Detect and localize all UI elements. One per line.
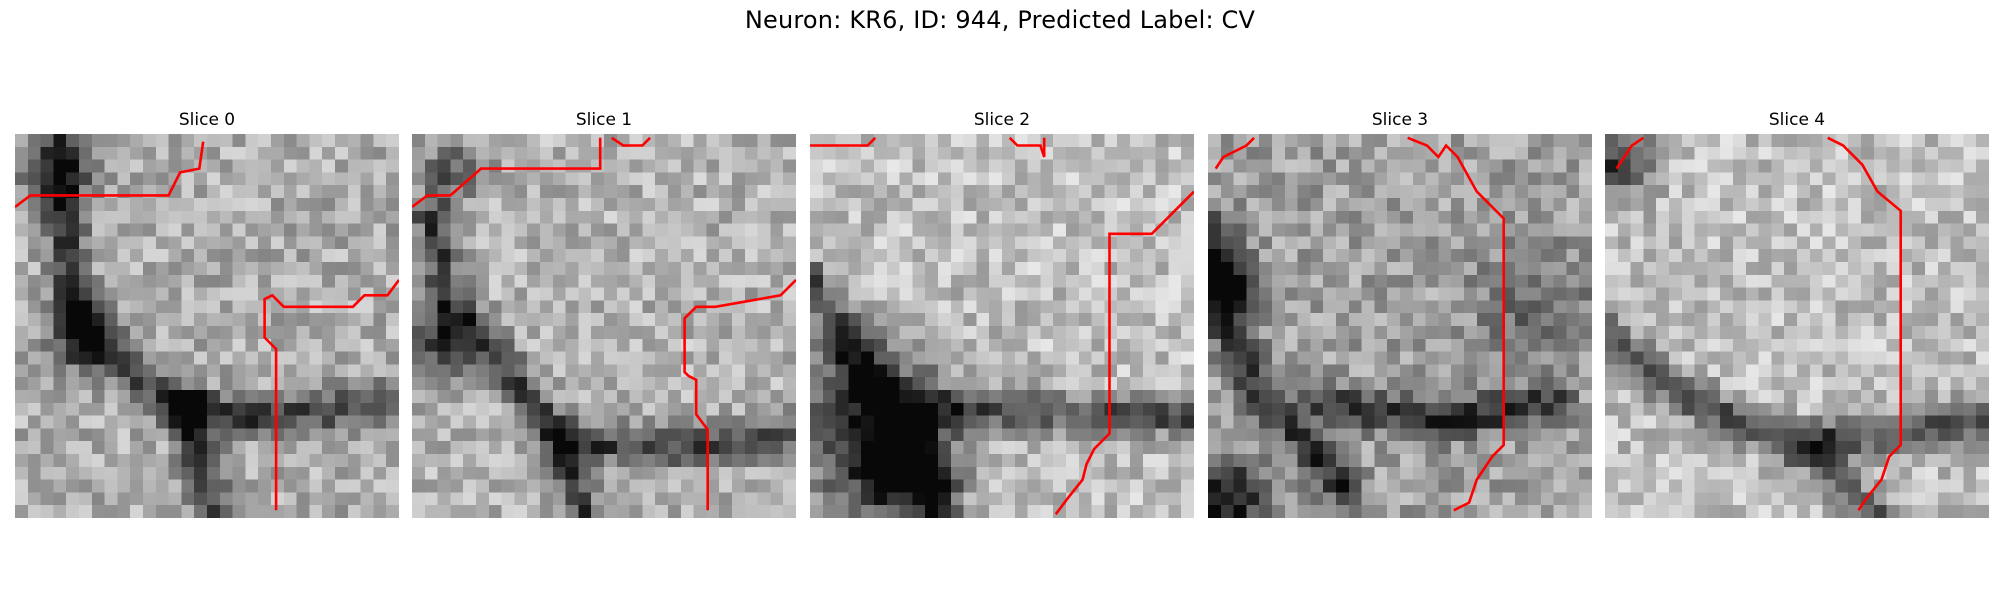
contour-line-3-1 <box>1407 136 1506 512</box>
contour-line-4-0 <box>1615 136 1645 170</box>
slice-0-pixels <box>15 134 399 518</box>
slice-image-4 <box>1605 134 1989 518</box>
slice-panel-3: Slice 3 <box>1208 110 1592 518</box>
contour-line-0-0 <box>15 141 205 209</box>
slice-title-1: Slice 1 <box>575 110 633 130</box>
slice-2-pixels <box>810 134 1194 518</box>
slice-panel-4: Slice 4 <box>1605 110 1989 518</box>
slice-title-4: Slice 4 <box>1768 110 1826 130</box>
contour-line-1-1 <box>610 136 652 147</box>
contour-line-4-1 <box>1827 136 1903 512</box>
slice-title-0: Slice 0 <box>178 110 236 130</box>
slice-3-pixels <box>1208 134 1592 518</box>
contour-line-0-1 <box>263 279 399 511</box>
slice-title-3: Slice 3 <box>1371 110 1429 130</box>
slice-panel-0: Slice 0 <box>15 110 399 518</box>
figure-title: Neuron: KR6, ID: 944, Predicted Label: C… <box>744 6 1256 34</box>
contour-line-2-1 <box>1008 136 1046 158</box>
slice-title-2: Slice 2 <box>973 110 1031 130</box>
contour-line-2-0 <box>810 136 877 147</box>
slice-panel-1: Slice 1 <box>412 110 796 518</box>
slice-image-3 <box>1208 134 1592 518</box>
slice-image-0 <box>15 134 399 518</box>
slice-panel-2: Slice 2 <box>810 110 1194 518</box>
slice-image-2 <box>810 134 1194 518</box>
slice-1-pixels <box>412 134 796 518</box>
contour-line-3-0 <box>1214 136 1256 170</box>
contour-line-2-2 <box>1054 190 1194 515</box>
contour-line-1-2 <box>683 278 796 511</box>
slice-image-1 <box>412 134 796 518</box>
contour-line-1-0 <box>412 137 602 209</box>
slice-4-pixels <box>1605 134 1989 518</box>
